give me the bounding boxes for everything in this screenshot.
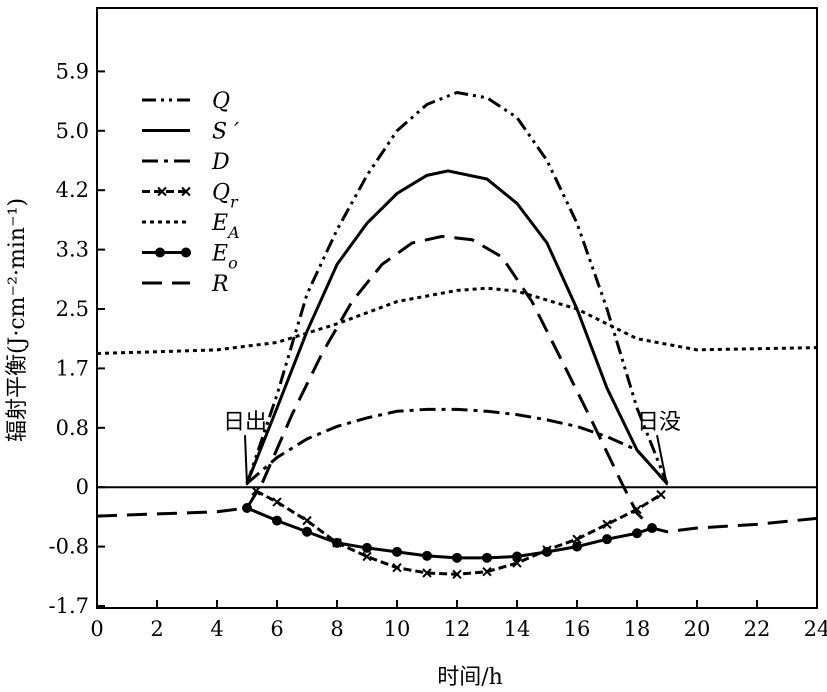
y-tick-label: -0.8 (49, 535, 90, 559)
series-qr-marker (452, 569, 462, 580)
series-qr-marker (302, 515, 312, 526)
series-ea-line (96, 286, 818, 356)
x-tick-label: 6 (270, 617, 283, 641)
x-tick-label: 2 (150, 617, 163, 641)
series-qr-marker (392, 563, 402, 573)
series-eo-marker (452, 552, 462, 563)
legend-label: Qr (212, 181, 239, 212)
y-tick-label: 1.7 (56, 356, 89, 380)
annotation-arrow (656, 435, 668, 486)
series-eo-marker (542, 546, 552, 557)
annotation-arrow (244, 435, 248, 486)
series-eo-marker (362, 542, 372, 553)
series-s-line (245, 169, 669, 485)
series-eo-marker (422, 550, 432, 561)
x-tick-label: 18 (624, 617, 651, 641)
legend-label: Eo (211, 242, 238, 273)
y-tick-label: 4.2 (56, 178, 89, 202)
series-eo-marker (632, 528, 642, 539)
series-qr-marker (422, 568, 432, 578)
series-qr-marker (272, 497, 282, 507)
axes: 0 2 4 6 8 10 12 14 16 18 20 22 24-1.7-0.800.81.72.53… (49, 7, 827, 641)
series-d-line (246, 407, 669, 485)
x-tick-label: 0 (90, 617, 103, 641)
annotation-label: 日出 (223, 410, 267, 435)
x-tick-label: 10 (384, 617, 411, 641)
x-tick-label: 8 (330, 617, 343, 641)
series-eo-marker (572, 541, 582, 552)
legend-label: EA (211, 211, 240, 242)
legend-label: Q (212, 89, 230, 114)
y-tick-label: -1.7 (49, 594, 90, 618)
series-eo-marker (302, 526, 312, 537)
annotations: 日出 日没 (223, 410, 681, 486)
x-tick-label: 4 (210, 617, 223, 641)
x-tick-label: 16 (564, 617, 591, 641)
y-tick-label: 5.9 (56, 59, 89, 83)
y-tick-label: 0 (76, 475, 89, 499)
y-tick-label: 2.5 (56, 297, 89, 321)
x-tick-label: 14 (504, 617, 531, 641)
series-qr-marker (572, 534, 582, 544)
plot-frame (96, 7, 818, 609)
series-eo-marker (512, 551, 522, 562)
series-qr-marker (602, 519, 612, 530)
series-layer (96, 90, 818, 580)
annotation-label: 日没 (637, 410, 681, 435)
y-tick-label: 0.8 (56, 416, 89, 440)
x-tick-label: 12 (444, 617, 471, 641)
series-q-line (245, 90, 669, 485)
y-tick-label: 5.0 (56, 119, 89, 143)
x-tick-label: 20 (684, 617, 711, 641)
legend-label: S ′ (212, 120, 239, 145)
legend-marker (181, 247, 191, 258)
series-eo-marker (392, 546, 402, 557)
series-qr-marker (482, 566, 492, 577)
series-qr-marker (362, 551, 372, 562)
series-eo-marker (332, 537, 342, 548)
series-eo-marker (602, 534, 612, 545)
legend-label: R (211, 272, 229, 297)
series-eo-marker (272, 515, 282, 526)
legend-marker (157, 186, 191, 197)
legend-marker (155, 247, 165, 258)
x-axis-label: 时间/h (437, 665, 503, 690)
legend-label: D (211, 150, 230, 175)
y-tick-label: 3.3 (56, 238, 89, 262)
y-axis-label: 辐射平衡(J·cm⁻²·min⁻¹) (5, 198, 30, 442)
series-qr-marker (656, 489, 666, 500)
series-r-line (96, 234, 818, 534)
series-eo-marker (482, 552, 492, 563)
x-tick-label: 22 (744, 617, 771, 641)
x-tick-label: 24 (804, 617, 827, 641)
